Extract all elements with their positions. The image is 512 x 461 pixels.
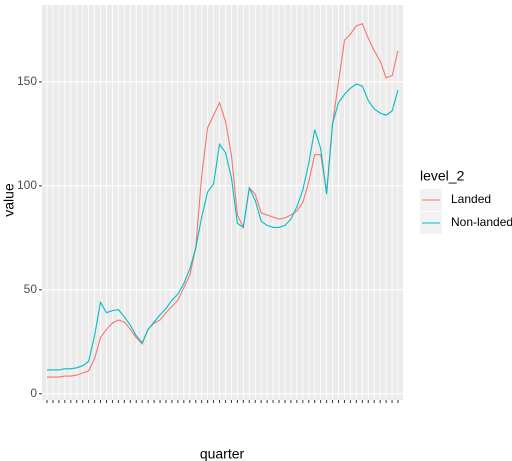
- legend-label: Non-landed: [451, 215, 512, 229]
- y-tick-label: 100: [17, 178, 37, 192]
- y-axis-title: value: [1, 183, 17, 217]
- series-line: [47, 23, 399, 378]
- y-tick-label: 150: [17, 74, 37, 88]
- series-line: [47, 83, 399, 371]
- x-axis-title: quarter: [200, 446, 245, 461]
- legend: Landed Non-landed: [420, 189, 512, 234]
- legend-title: level_2: [420, 168, 465, 184]
- panel: [42, 5, 403, 400]
- legend-label: Landed: [451, 192, 491, 206]
- y-tick-label: 0: [30, 386, 37, 400]
- grid: [42, 5, 403, 400]
- lines: [47, 23, 399, 378]
- y-tick-label: 50: [24, 282, 38, 296]
